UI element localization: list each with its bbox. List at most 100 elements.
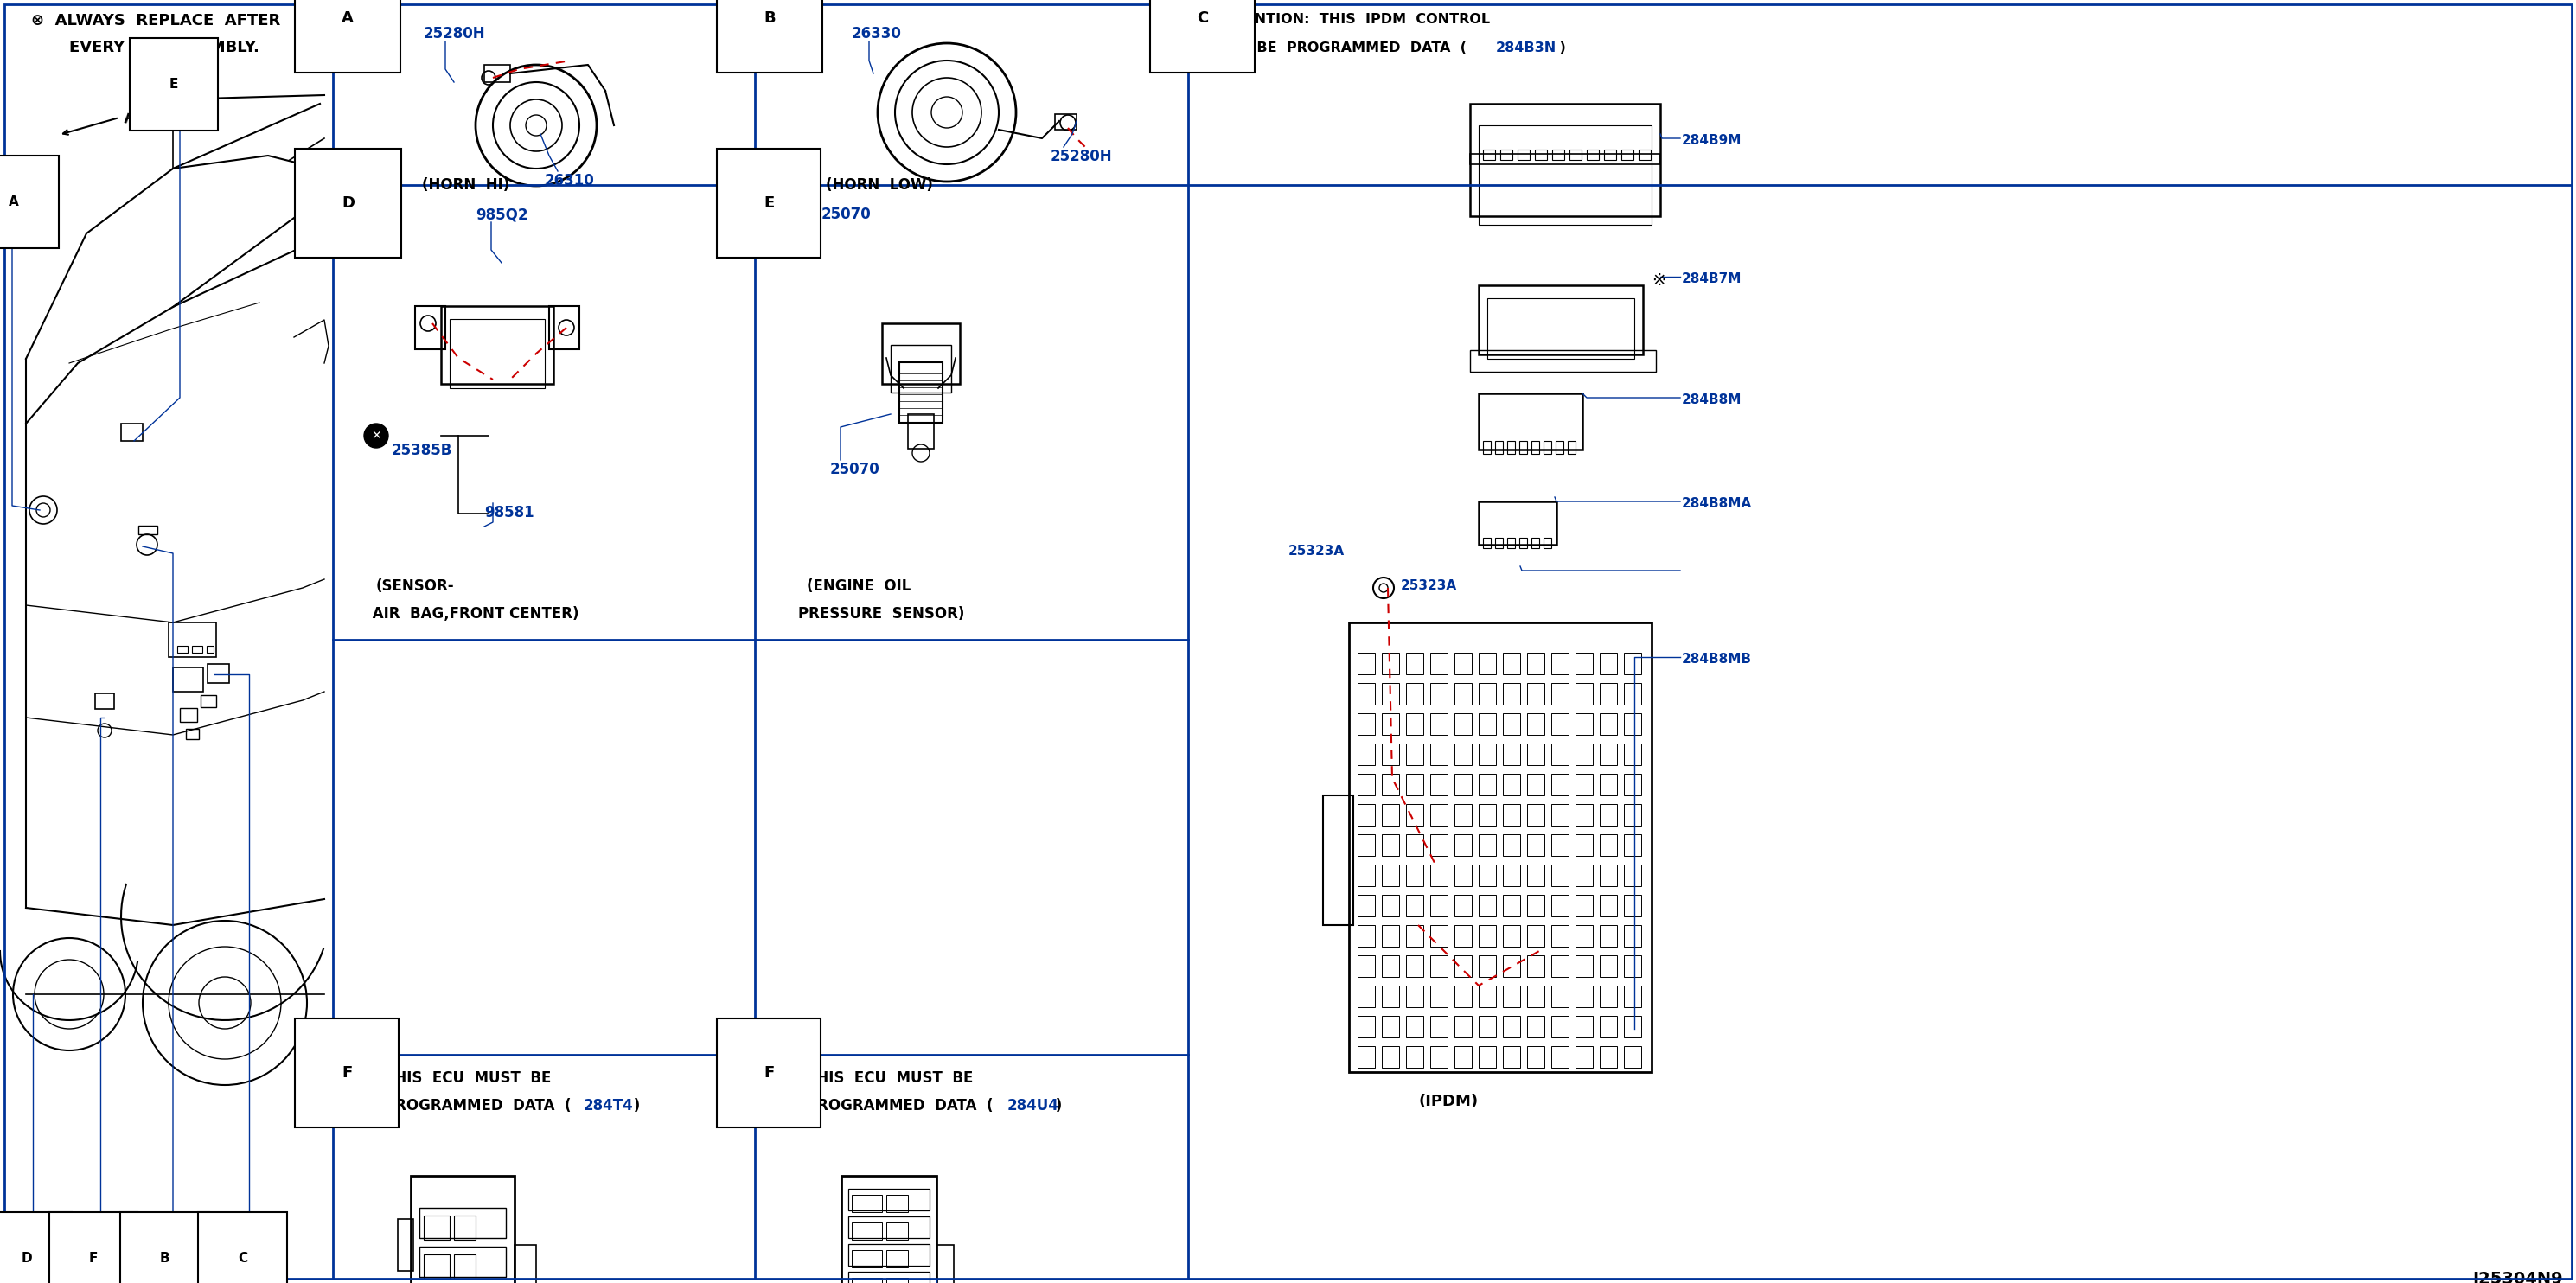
Bar xyxy=(1479,985,1497,1007)
Bar xyxy=(848,1216,930,1238)
Bar xyxy=(1551,1046,1569,1067)
Bar xyxy=(1430,834,1448,856)
Bar xyxy=(1507,441,1515,454)
Bar xyxy=(1577,804,1592,826)
Bar xyxy=(121,423,142,441)
Text: 26310: 26310 xyxy=(544,173,595,189)
Bar xyxy=(1517,150,1530,160)
Bar xyxy=(410,1175,515,1283)
Bar xyxy=(1600,956,1618,976)
Bar xyxy=(1528,894,1546,916)
Text: 25280H: 25280H xyxy=(422,26,487,41)
Bar xyxy=(853,1223,881,1239)
Bar xyxy=(1623,1016,1641,1038)
Bar xyxy=(1479,956,1497,976)
Bar xyxy=(1502,1046,1520,1067)
Bar xyxy=(1502,653,1520,675)
Bar xyxy=(1587,150,1600,160)
Bar xyxy=(1455,774,1471,795)
Bar xyxy=(1430,744,1448,765)
Bar xyxy=(1600,1016,1618,1038)
Bar xyxy=(1381,894,1399,916)
Bar xyxy=(1358,894,1376,916)
Bar xyxy=(1430,1016,1448,1038)
Bar xyxy=(193,645,204,653)
Bar xyxy=(891,345,951,393)
Bar xyxy=(1406,713,1425,735)
Bar xyxy=(1406,985,1425,1007)
Bar xyxy=(178,645,188,653)
Bar xyxy=(1623,1046,1641,1067)
Bar xyxy=(848,1189,930,1210)
Text: ※ ATTENTION:  THIS  IPDM  CONTROL: ※ ATTENTION: THIS IPDM CONTROL xyxy=(1198,13,1489,26)
Bar xyxy=(1543,441,1551,454)
Bar xyxy=(1406,925,1425,947)
Bar xyxy=(1455,683,1471,704)
Bar xyxy=(1528,774,1546,795)
Bar xyxy=(1569,150,1582,160)
Text: ): ) xyxy=(629,1098,639,1114)
Bar xyxy=(1406,865,1425,887)
Text: ): ) xyxy=(1051,1098,1061,1114)
Bar xyxy=(1406,744,1425,765)
Text: ※: ※ xyxy=(1651,272,1667,289)
Bar xyxy=(1324,795,1352,925)
Bar xyxy=(1455,956,1471,976)
Bar xyxy=(1430,956,1448,976)
Bar xyxy=(515,1245,536,1283)
Bar xyxy=(206,645,214,653)
Bar xyxy=(1528,925,1546,947)
Bar xyxy=(1577,894,1592,916)
Bar xyxy=(1577,744,1592,765)
Bar xyxy=(1455,1016,1471,1038)
Bar xyxy=(1502,865,1520,887)
Bar xyxy=(1484,150,1494,160)
Text: 284B8MA: 284B8MA xyxy=(1682,497,1752,511)
Text: THIS  ECU  MUST  BE: THIS ECU MUST BE xyxy=(384,1070,551,1085)
Bar xyxy=(1406,804,1425,826)
Bar xyxy=(907,414,935,449)
Bar xyxy=(1577,713,1592,735)
Bar xyxy=(1358,865,1376,887)
Bar xyxy=(1455,653,1471,675)
Bar xyxy=(1479,925,1497,947)
Bar xyxy=(1484,538,1492,548)
Bar xyxy=(1479,774,1497,795)
Bar xyxy=(1455,834,1471,856)
Bar xyxy=(1430,653,1448,675)
Bar xyxy=(1551,985,1569,1007)
Bar xyxy=(1430,713,1448,735)
Bar xyxy=(1502,744,1520,765)
Bar xyxy=(1406,1046,1425,1067)
Bar xyxy=(1623,865,1641,887)
Bar xyxy=(1455,744,1471,765)
Bar xyxy=(1479,1046,1497,1067)
Text: B: B xyxy=(160,1252,170,1265)
Bar xyxy=(1551,834,1569,856)
Bar xyxy=(1430,925,1448,947)
Bar xyxy=(1381,744,1399,765)
Bar xyxy=(1471,350,1656,372)
Text: E: E xyxy=(762,195,775,210)
Bar xyxy=(1479,502,1556,545)
Bar xyxy=(1623,925,1641,947)
Bar xyxy=(1479,653,1497,675)
Bar xyxy=(1056,114,1077,130)
Bar xyxy=(1484,441,1492,454)
Text: A: A xyxy=(8,195,18,208)
Text: 284T4: 284T4 xyxy=(585,1098,634,1114)
Bar xyxy=(1577,653,1592,675)
Bar xyxy=(1479,865,1497,887)
Bar xyxy=(453,1255,477,1279)
Bar xyxy=(1551,653,1569,675)
Bar xyxy=(1406,834,1425,856)
Bar xyxy=(1406,894,1425,916)
Bar xyxy=(886,1194,907,1212)
Bar xyxy=(1528,1046,1546,1067)
Bar xyxy=(1502,985,1520,1007)
Bar xyxy=(1381,683,1399,704)
Bar xyxy=(886,1250,907,1268)
Bar xyxy=(1577,1046,1592,1067)
Bar xyxy=(1471,104,1662,216)
Bar xyxy=(1620,150,1633,160)
